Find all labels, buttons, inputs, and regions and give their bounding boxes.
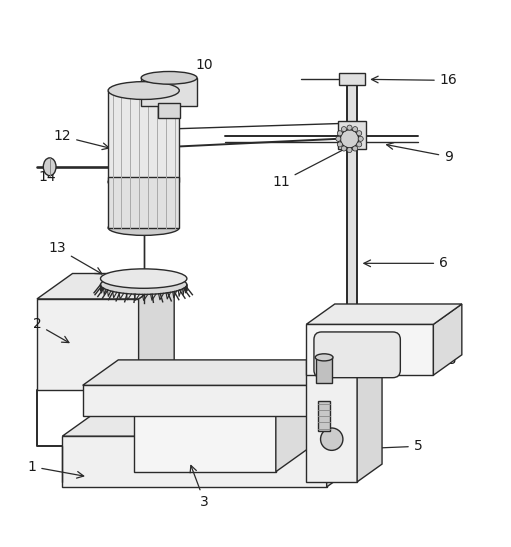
Circle shape	[337, 142, 342, 147]
Polygon shape	[276, 385, 311, 472]
Text: 10: 10	[184, 58, 214, 95]
Text: 3: 3	[190, 465, 209, 509]
Circle shape	[347, 125, 352, 130]
Text: 13: 13	[49, 241, 102, 274]
Polygon shape	[83, 360, 362, 385]
Ellipse shape	[43, 158, 56, 176]
Polygon shape	[37, 299, 138, 391]
Polygon shape	[433, 304, 462, 375]
Polygon shape	[327, 411, 362, 487]
Text: 1: 1	[28, 459, 84, 478]
Ellipse shape	[108, 173, 179, 191]
Circle shape	[357, 131, 362, 136]
Circle shape	[347, 148, 352, 153]
Ellipse shape	[101, 269, 187, 288]
Text: 7: 7	[407, 307, 453, 335]
Bar	[141, 78, 197, 106]
Text: 15: 15	[397, 351, 457, 367]
Text: 8: 8	[317, 317, 329, 356]
Circle shape	[358, 136, 363, 141]
Polygon shape	[62, 436, 327, 487]
Polygon shape	[306, 324, 433, 375]
Polygon shape	[306, 360, 357, 482]
Text: 12: 12	[54, 129, 109, 149]
Polygon shape	[62, 411, 362, 436]
Bar	[338, 121, 366, 149]
Bar	[108, 177, 179, 228]
Bar	[339, 73, 365, 85]
Circle shape	[337, 131, 342, 136]
Bar	[318, 400, 330, 431]
Polygon shape	[133, 411, 276, 472]
Bar	[108, 91, 179, 182]
Polygon shape	[133, 385, 311, 411]
Polygon shape	[83, 385, 327, 416]
Circle shape	[353, 126, 358, 132]
Ellipse shape	[315, 354, 333, 361]
Circle shape	[341, 126, 346, 132]
Circle shape	[320, 428, 343, 450]
Circle shape	[340, 130, 359, 148]
Polygon shape	[37, 274, 174, 299]
Bar	[158, 103, 180, 119]
Circle shape	[336, 136, 341, 141]
Polygon shape	[138, 274, 174, 391]
Text: 16: 16	[371, 73, 457, 88]
Ellipse shape	[108, 220, 179, 235]
Circle shape	[341, 146, 346, 151]
Text: 9: 9	[387, 143, 453, 164]
Polygon shape	[306, 304, 462, 324]
Ellipse shape	[141, 72, 197, 84]
Circle shape	[353, 146, 358, 151]
Ellipse shape	[108, 82, 179, 100]
Text: 11: 11	[272, 146, 351, 189]
FancyBboxPatch shape	[314, 332, 400, 377]
Circle shape	[357, 142, 362, 147]
Bar	[316, 357, 332, 383]
Ellipse shape	[101, 275, 187, 294]
Text: 14: 14	[38, 167, 56, 184]
Text: 4: 4	[312, 452, 328, 484]
Text: 6: 6	[364, 257, 448, 270]
Text: 5: 5	[361, 439, 423, 453]
Polygon shape	[327, 360, 362, 416]
Text: 2: 2	[33, 317, 69, 342]
Bar	[347, 80, 357, 477]
Polygon shape	[357, 342, 382, 482]
